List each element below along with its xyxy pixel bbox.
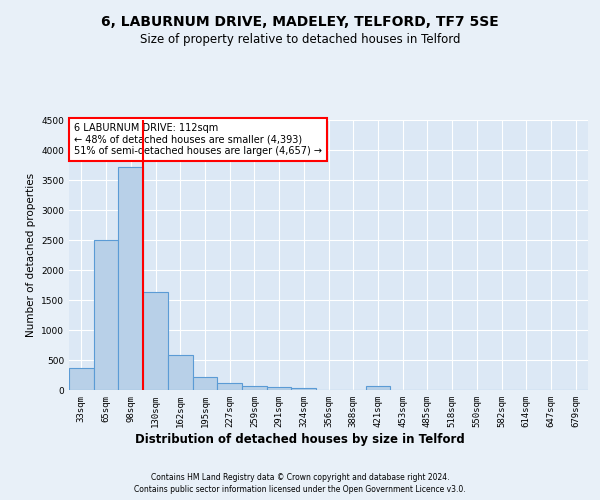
Bar — [217, 384, 242, 390]
Text: Distribution of detached houses by size in Telford: Distribution of detached houses by size … — [135, 432, 465, 446]
Text: Contains HM Land Registry data © Crown copyright and database right 2024.: Contains HM Land Registry data © Crown c… — [151, 472, 449, 482]
Text: 6, LABURNUM DRIVE, MADELEY, TELFORD, TF7 5SE: 6, LABURNUM DRIVE, MADELEY, TELFORD, TF7… — [101, 15, 499, 29]
Text: Size of property relative to detached houses in Telford: Size of property relative to detached ho… — [140, 32, 460, 46]
Bar — [242, 386, 267, 390]
Bar — [267, 388, 292, 390]
Bar — [118, 167, 143, 390]
Bar — [94, 240, 118, 390]
Bar — [292, 388, 316, 390]
Bar — [168, 354, 193, 390]
Bar — [365, 386, 390, 390]
Text: 6 LABURNUM DRIVE: 112sqm
← 48% of detached houses are smaller (4,393)
51% of sem: 6 LABURNUM DRIVE: 112sqm ← 48% of detach… — [74, 122, 322, 156]
Text: Contains public sector information licensed under the Open Government Licence v3: Contains public sector information licen… — [134, 485, 466, 494]
Bar — [69, 368, 94, 390]
Bar — [193, 376, 217, 390]
Bar — [143, 292, 168, 390]
Y-axis label: Number of detached properties: Number of detached properties — [26, 173, 35, 337]
